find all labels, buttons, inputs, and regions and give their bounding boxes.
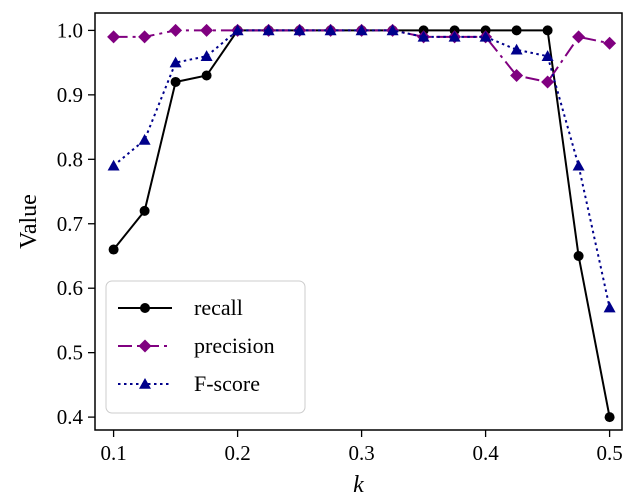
data-point [169, 56, 182, 68]
data-point [541, 75, 555, 89]
data-point [479, 30, 492, 42]
series-layer [107, 23, 617, 423]
y-tick-label: 0.9 [57, 83, 83, 107]
data-point [108, 244, 119, 255]
x-tick-label: 0.3 [348, 441, 374, 465]
axes-layer: 0.1 0.2 0.3 0.4 0.5 0.4 0.5 0.6 0.7 0.8 0.9 1.0 [57, 18, 623, 465]
data-point [386, 24, 399, 36]
x-axis-label: k [353, 472, 364, 497]
legend-marker [139, 378, 151, 389]
data-point [355, 24, 368, 36]
data-point [293, 24, 306, 36]
data-point [417, 30, 430, 42]
data-point [510, 43, 523, 55]
y-tick-label: 0.7 [57, 212, 83, 236]
data-point [573, 250, 584, 261]
data-point [138, 133, 151, 145]
y-axis-label: Value [16, 194, 42, 249]
data-point [448, 30, 461, 42]
data-point [541, 50, 554, 61]
x-tick-label: 0.1 [100, 441, 126, 465]
data-point [169, 23, 183, 37]
x-tick-label: 0.2 [224, 441, 250, 465]
data-point [572, 30, 586, 44]
y-tick-label: 0.8 [57, 147, 83, 171]
y-tick-label: 1.0 [57, 18, 83, 42]
data-point [542, 25, 553, 36]
data-point [200, 23, 214, 37]
series-f-score [107, 24, 616, 313]
data-point [107, 30, 121, 44]
legend-label: F-score [194, 371, 260, 396]
legend-box [105, 280, 306, 414]
x-tick-label: 0.5 [596, 441, 622, 465]
x-tick-label: 0.4 [472, 441, 499, 465]
data-point [231, 24, 244, 36]
legend-label: recall [194, 295, 243, 320]
series-line [113, 29, 610, 84]
series-line [112, 29, 611, 308]
data-point [107, 159, 120, 171]
data-point [139, 205, 150, 216]
legend-label: precision [194, 333, 275, 358]
data-point [572, 159, 585, 171]
data-point [262, 24, 275, 36]
y-tick-label: 0.6 [57, 276, 83, 300]
plot-frame [94, 12, 623, 431]
data-point [324, 24, 337, 36]
data-point [603, 301, 616, 313]
data-point [200, 50, 213, 61]
legend-marker [140, 303, 150, 313]
y-tick-label: 0.5 [57, 341, 83, 365]
data-point [604, 412, 615, 423]
data-point [138, 30, 152, 44]
data-point [201, 70, 212, 81]
data-point [510, 69, 524, 83]
data-point [511, 25, 522, 36]
legend-marker [138, 339, 152, 353]
data-point [170, 76, 181, 87]
y-tick-label: 0.4 [57, 405, 84, 429]
data-point [603, 36, 617, 50]
legend: recall precision F-score [105, 280, 306, 414]
